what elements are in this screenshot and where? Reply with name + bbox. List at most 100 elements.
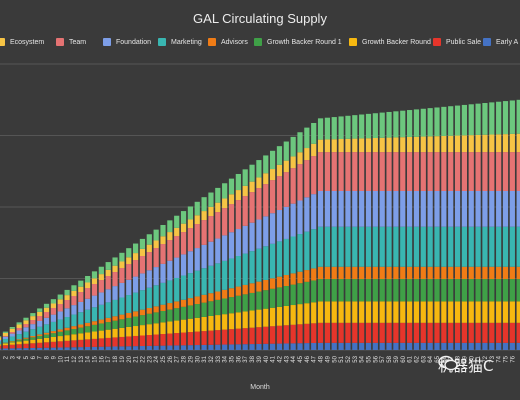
- x-tick-label: 53: [353, 355, 359, 362]
- bar-segment: [427, 190, 433, 227]
- bar-segment: [146, 270, 152, 288]
- bar-segment: [37, 320, 43, 327]
- bar-segment: [174, 308, 180, 321]
- bar-segment: [270, 180, 276, 214]
- bar-segment: [482, 134, 488, 153]
- bar-segment: [133, 260, 139, 277]
- bar-segment: [365, 113, 372, 139]
- bar-segment: [420, 322, 426, 343]
- bar-segment: [413, 301, 420, 323]
- bar-segment: [496, 190, 502, 227]
- x-tick-label: 42: [277, 355, 283, 362]
- bar-segment: [208, 293, 214, 302]
- bar-segment: [242, 328, 248, 345]
- bar-segment: [146, 324, 152, 335]
- bar-segment: [146, 335, 152, 346]
- bar-segment: [208, 301, 214, 316]
- bar-segment: [393, 137, 399, 153]
- bar-segment: [502, 101, 509, 135]
- bar-segment: [50, 314, 56, 322]
- bar-segment: [167, 333, 173, 346]
- bar-segment: [379, 279, 385, 302]
- bar-segment: [256, 160, 262, 178]
- legend-item-advisors: Advisors: [208, 38, 248, 46]
- bar-segment: [393, 342, 399, 350]
- bar-segment: [509, 133, 515, 153]
- bar-segment: [468, 322, 474, 343]
- bar-segment: [502, 322, 509, 343]
- bar-segment: [304, 231, 310, 271]
- bar-segment: [420, 136, 426, 153]
- bar-segment: [461, 342, 467, 350]
- bar-segment: [263, 155, 269, 174]
- bar-segment: [434, 342, 440, 350]
- bar-segment: [215, 263, 221, 292]
- x-axis-label: Month: [250, 384, 270, 391]
- bar-segment: [98, 338, 104, 347]
- bar-segment: [235, 312, 241, 329]
- x-tick-label: 10: [58, 355, 64, 362]
- x-tick-label: 43: [284, 355, 290, 362]
- bar-segment: [16, 341, 22, 345]
- bar-segment: [304, 160, 310, 198]
- bar-segment: [64, 347, 70, 350]
- bar-segment: [434, 226, 440, 267]
- bar-segment: [448, 226, 454, 267]
- bar-segment: [71, 334, 77, 341]
- bar-segment: [201, 211, 207, 221]
- bar-segment: [338, 139, 344, 153]
- x-tick-label: 36: [236, 355, 242, 362]
- bar-segment: [407, 152, 413, 191]
- bar-segment: [180, 306, 187, 320]
- bar-segment: [276, 325, 283, 344]
- bar-segment: [365, 152, 372, 191]
- bar-segment: [85, 346, 91, 350]
- bar-segment: [57, 336, 63, 342]
- bar-segment: [215, 330, 221, 345]
- bar-segment: [2, 331, 9, 333]
- bar-segment: [400, 110, 406, 138]
- bar-segment: [9, 344, 15, 349]
- bar-segment: [502, 134, 509, 153]
- bar-segment: [461, 226, 467, 267]
- x-tick-label: 29: [188, 355, 194, 362]
- bar-segment: [331, 301, 337, 323]
- bar-segment: [256, 281, 262, 292]
- legend-item-foundation: Foundation: [103, 38, 151, 46]
- bar-segment: [16, 339, 22, 341]
- bar-segment: [153, 334, 159, 346]
- bar-segment: [153, 240, 159, 249]
- bar-segment: [454, 279, 461, 302]
- bar-segment: [379, 112, 385, 138]
- bar-segment: [194, 331, 200, 346]
- bar-segment: [78, 286, 84, 293]
- bar-segment: [304, 148, 310, 161]
- bar-segment: [516, 226, 520, 267]
- bar-segment: [57, 341, 63, 348]
- bar-segment: [297, 132, 303, 153]
- x-tick-label: 22: [140, 355, 146, 362]
- bar-segment: [215, 202, 221, 213]
- bar-segment: [454, 152, 461, 191]
- bar-segment: [420, 266, 426, 280]
- bar-segment: [16, 348, 22, 350]
- bar-segment: [475, 279, 481, 302]
- bar-segment: [23, 348, 29, 350]
- x-tick-label: 63: [421, 355, 427, 362]
- bar-segment: [311, 268, 317, 281]
- x-tick-label: 23: [147, 355, 153, 362]
- bar-segment: [126, 326, 132, 337]
- bar-segment: [43, 342, 50, 348]
- bar-segment: [461, 190, 467, 227]
- bar-segment: [112, 299, 118, 317]
- bar-segment: [160, 322, 166, 335]
- bar-segment: [393, 226, 399, 267]
- bar-segment: [317, 190, 324, 227]
- bar-segment: [78, 347, 84, 350]
- legend-label: Ecosystem: [10, 38, 45, 46]
- bar-segment: [393, 111, 399, 138]
- bar-segment: [126, 295, 132, 313]
- bar-segment: [9, 336, 15, 341]
- bar-segment: [201, 302, 207, 317]
- bar-segment: [9, 333, 15, 337]
